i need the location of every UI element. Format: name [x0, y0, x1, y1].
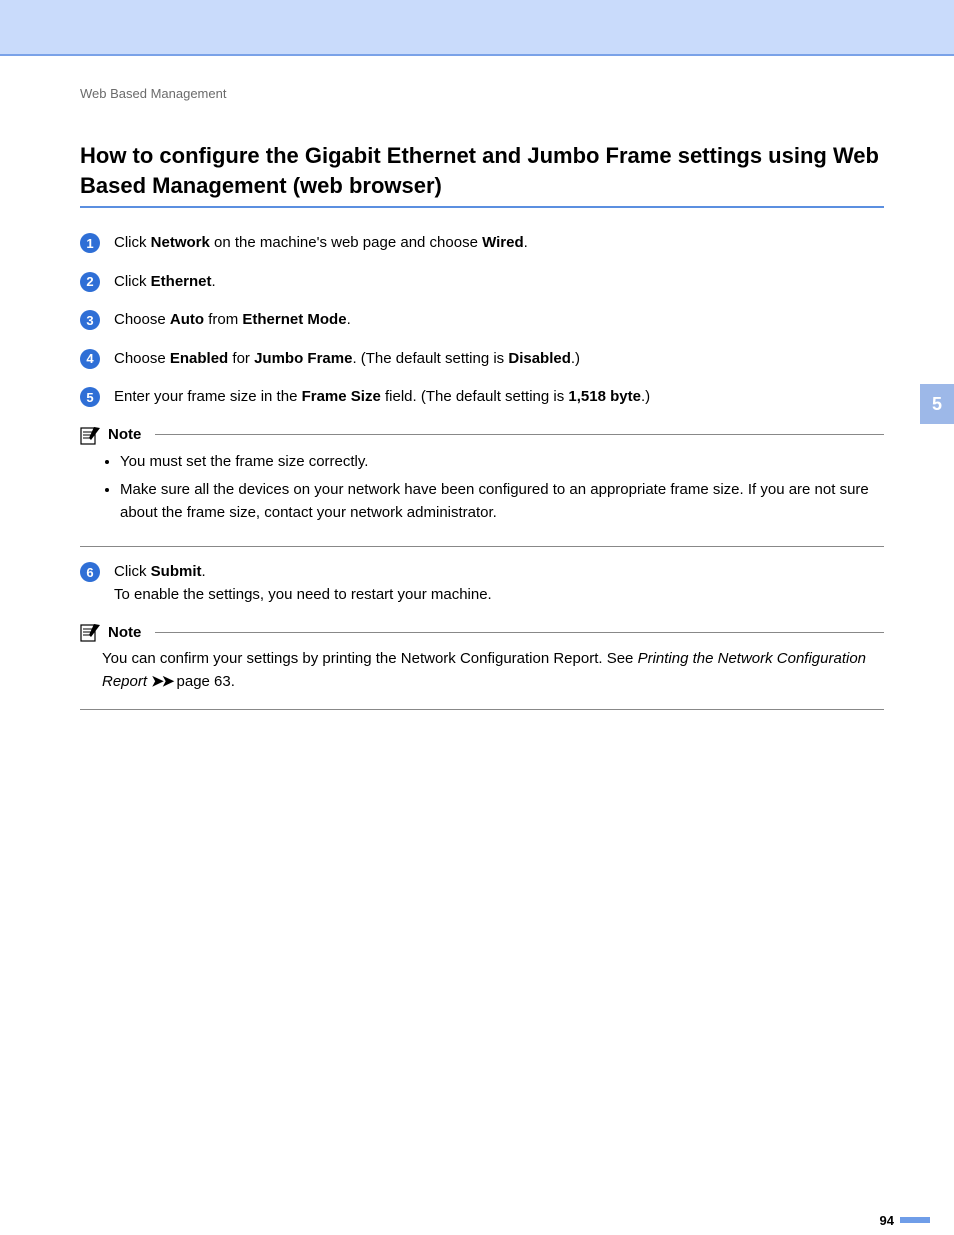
t: Choose	[114, 350, 170, 367]
t: Wired	[482, 234, 524, 251]
t: Jumbo Frame	[254, 350, 352, 367]
step-text: Enter your frame size in the Frame Size …	[114, 386, 650, 409]
step-number: 1	[86, 236, 93, 251]
note-rule	[155, 632, 884, 633]
note-header: Note	[80, 622, 884, 642]
step-1: 1 Click Network on the machine's web pag…	[80, 232, 884, 255]
note-label: Note	[108, 426, 141, 443]
note-icon	[80, 622, 102, 642]
note-item: Make sure all the devices on your networ…	[120, 479, 884, 524]
t: from	[204, 311, 242, 328]
step-5: 5 Enter your frame size in the Frame Siz…	[80, 386, 884, 409]
note-header: Note	[80, 425, 884, 445]
step-text: Click Ethernet.	[114, 271, 216, 294]
steps-list: 1 Click Network on the machine's web pag…	[80, 232, 884, 409]
note-item: You must set the frame size correctly.	[120, 451, 884, 474]
t: 1,518 byte	[568, 388, 641, 405]
note-rule	[155, 434, 884, 435]
step-text: Choose Enabled for Jumbo Frame. (The def…	[114, 348, 580, 371]
note-label: Note	[108, 624, 141, 641]
step-number: 6	[86, 565, 93, 580]
note-block-2: Note You can confirm your settings by pr…	[80, 622, 884, 710]
step-number: 4	[86, 351, 93, 366]
step-2: 2 Click Ethernet.	[80, 271, 884, 294]
t: Choose	[114, 311, 170, 328]
t: Click	[114, 234, 151, 251]
t: .)	[641, 388, 650, 405]
step-bullet: 1	[80, 233, 100, 253]
step-number: 2	[86, 274, 93, 289]
t: Network	[151, 234, 210, 251]
step-bullet: 5	[80, 387, 100, 407]
step-text: Choose Auto from Ethernet Mode.	[114, 309, 351, 332]
t: To enable the settings, you need to rest…	[114, 586, 492, 603]
step-bullet: 3	[80, 310, 100, 330]
reference-arrows-icon: ➤➤	[151, 673, 172, 690]
t: Click	[114, 563, 151, 580]
top-accent-bar	[0, 0, 954, 56]
note-icon	[80, 425, 102, 445]
page-footer: 94	[0, 1205, 954, 1235]
t: Enabled	[170, 350, 228, 367]
t: . (The default setting is	[352, 350, 508, 367]
t: Click	[114, 273, 151, 290]
t: .	[347, 311, 351, 328]
t: Submit	[151, 563, 202, 580]
step-bullet: 2	[80, 272, 100, 292]
t: for	[228, 350, 254, 367]
note-bottom-rule	[80, 546, 884, 547]
step-number: 3	[86, 313, 93, 328]
page-number: 94	[880, 1213, 894, 1228]
t: .)	[571, 350, 580, 367]
t: .	[524, 234, 528, 251]
breadcrumb: Web Based Management	[80, 86, 884, 101]
note-block-1: Note You must set the frame size correct…	[80, 425, 884, 548]
step-text: Click Submit. To enable the settings, yo…	[114, 561, 492, 606]
steps-list-2: 6 Click Submit. To enable the settings, …	[80, 561, 884, 606]
t: You can confirm your settings by printin…	[102, 650, 638, 667]
t: on the machine's web page and choose	[210, 234, 482, 251]
step-bullet: 4	[80, 349, 100, 369]
note-bottom-rule	[80, 709, 884, 710]
step-4: 4 Choose Enabled for Jumbo Frame. (The d…	[80, 348, 884, 371]
t: Frame Size	[302, 388, 381, 405]
note-body: You must set the frame size correctly. M…	[80, 445, 884, 541]
note-body: You can confirm your settings by printin…	[80, 642, 884, 703]
page-title: How to configure the Gigabit Ethernet an…	[80, 141, 884, 200]
t: .	[212, 273, 216, 290]
title-underline	[80, 206, 884, 208]
step-text: Click Network on the machine's web page …	[114, 232, 528, 255]
page-number-bar	[900, 1217, 930, 1223]
t: Enter your frame size in the	[114, 388, 302, 405]
t: Ethernet Mode	[242, 311, 346, 328]
step-bullet: 6	[80, 562, 100, 582]
t: Ethernet	[151, 273, 212, 290]
t: page 63.	[172, 673, 235, 690]
step-number: 5	[86, 390, 93, 405]
step-6: 6 Click Submit. To enable the settings, …	[80, 561, 884, 606]
t: Disabled	[508, 350, 571, 367]
t: .	[202, 563, 206, 580]
page-content: Web Based Management How to configure th…	[0, 56, 954, 710]
t: Auto	[170, 311, 204, 328]
step-3: 3 Choose Auto from Ethernet Mode.	[80, 309, 884, 332]
t: field. (The default setting is	[381, 388, 569, 405]
